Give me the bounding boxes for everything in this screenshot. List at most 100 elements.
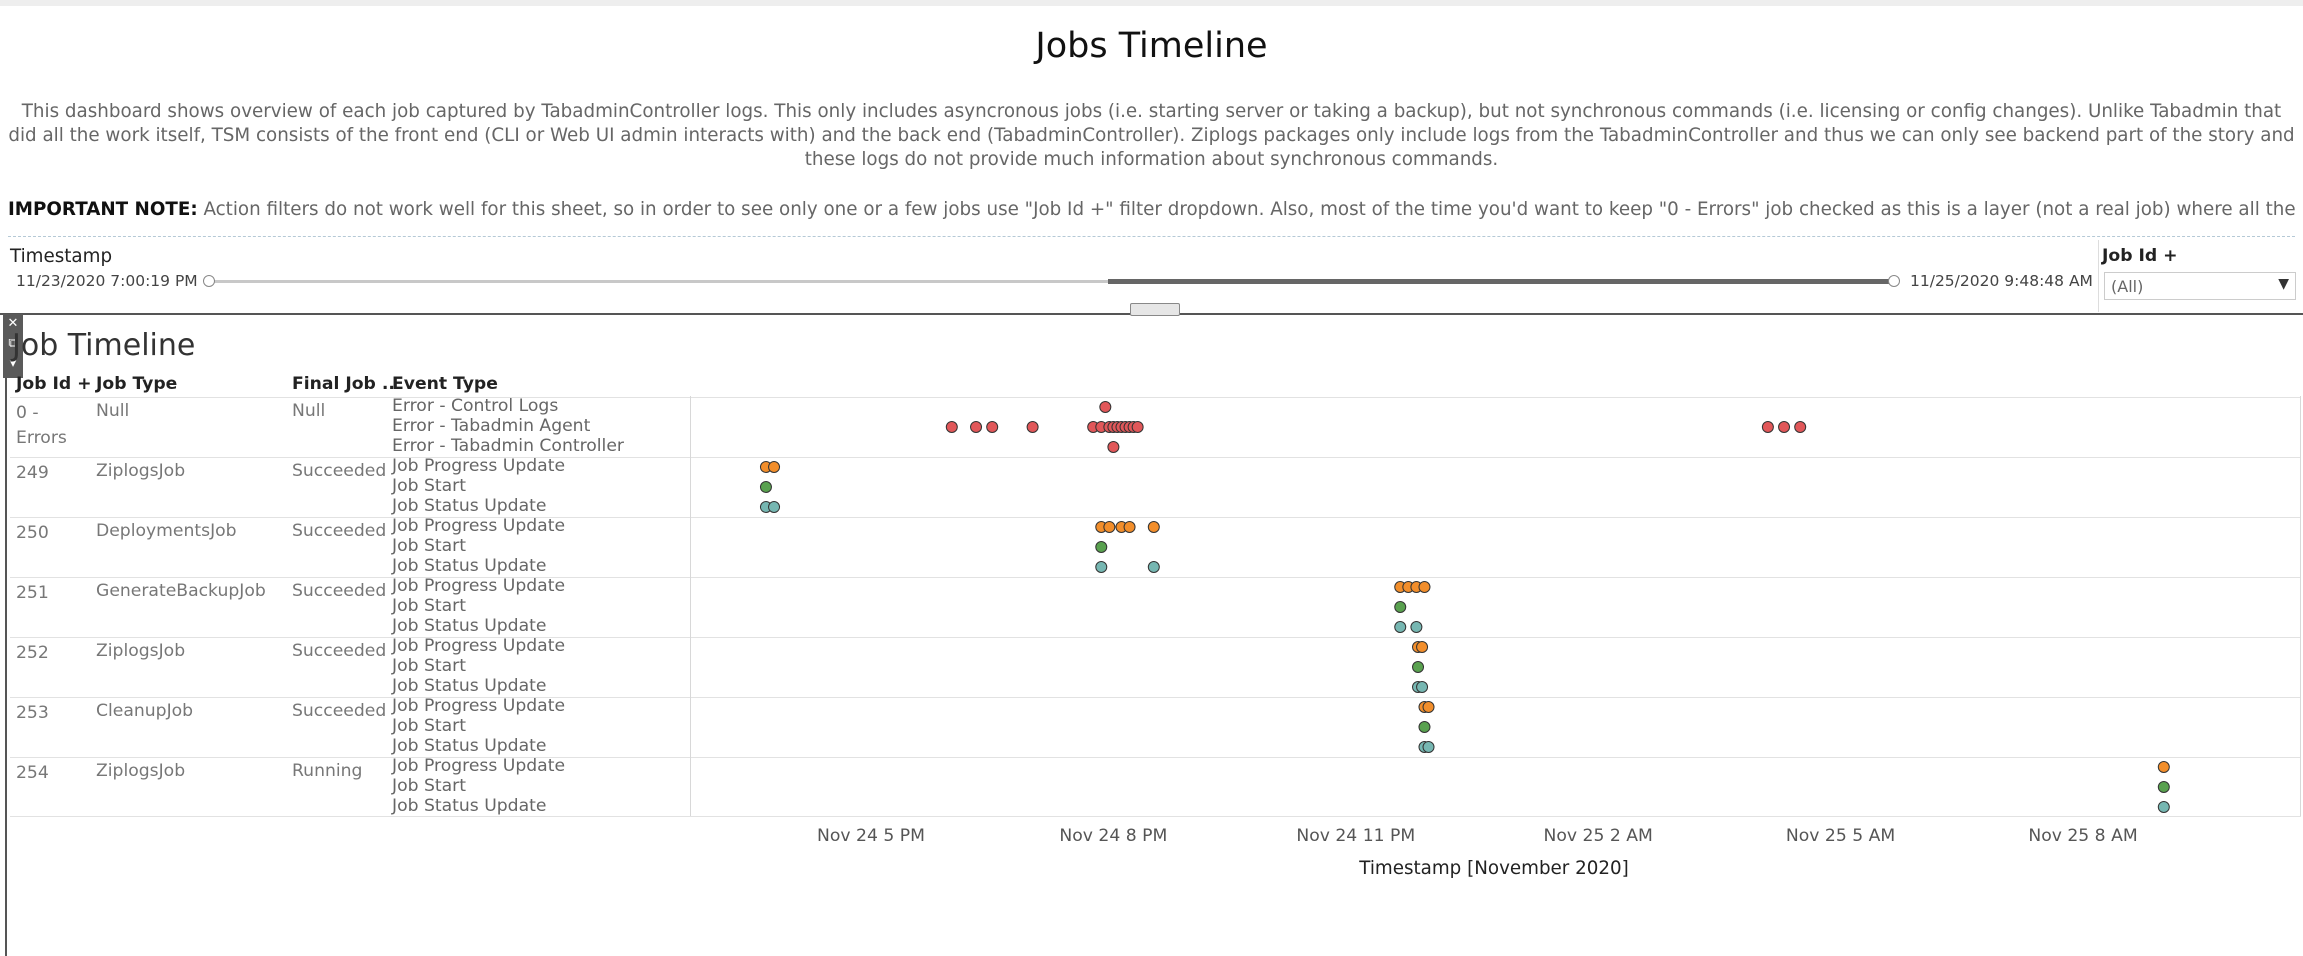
event-point[interactable] [1394,621,1407,633]
event-point[interactable] [970,421,983,433]
job-type-cell: CleanupJob [96,701,194,721]
row-divider [10,757,2300,758]
event-point[interactable] [1123,521,1136,533]
event-point[interactable] [1107,421,1120,433]
timestamp-slider-range[interactable] [1108,279,1893,284]
job-id-cell: 250 [16,523,49,543]
note-text: Action filters do not work well for this… [197,199,2295,220]
event-type-label: Job Start [392,596,466,616]
job-id-cell: 251 [16,583,49,603]
timestamp-slider-track[interactable] [209,280,1893,283]
job-type-cell: Null [96,401,130,421]
event-point[interactable] [1087,421,1100,433]
event-point[interactable] [1418,581,1431,593]
job-id-cell: 249 [16,463,49,483]
job-id-cell: 252 [16,643,49,663]
header-final-status[interactable]: Final Job .. [292,374,395,394]
row-divider [10,697,2300,698]
event-type-label: Job Progress Update [392,516,566,536]
event-point[interactable] [1418,741,1431,753]
event-point[interactable] [1778,421,1791,433]
header-event-type[interactable]: Event Type [392,374,498,394]
event-point[interactable] [986,421,999,433]
jobid-dropdown[interactable]: (All) ▼ [2104,272,2296,300]
event-point[interactable] [1095,421,1108,433]
event-point[interactable] [1412,661,1425,673]
final-status-cell: Succeeded [292,521,387,541]
event-point[interactable] [759,461,772,473]
event-point[interactable] [1418,701,1431,713]
event-type-label: Error - Tabadmin Controller [392,436,624,456]
row-divider [10,637,2300,638]
popout-icon[interactable]: ⧉ [8,336,18,351]
event-point[interactable] [768,461,781,473]
event-point[interactable] [768,501,781,513]
plot-bottom-border [10,816,2301,817]
event-point[interactable] [1131,421,1144,433]
event-point[interactable] [1402,581,1415,593]
event-point[interactable] [1412,681,1425,693]
event-point[interactable] [1412,641,1425,653]
event-point[interactable] [2157,781,2170,793]
event-point[interactable] [1095,541,1108,553]
divider [8,236,2295,237]
row-divider [10,517,2300,518]
event-point[interactable] [1418,721,1431,733]
event-point[interactable] [1410,581,1423,593]
event-point[interactable] [1115,421,1128,433]
event-point[interactable] [1416,681,1429,693]
event-point[interactable] [1103,421,1116,433]
event-point[interactable] [1394,581,1407,593]
timestamp-slider-end-handle[interactable] [1888,275,1900,287]
event-point[interactable] [1103,521,1116,533]
menu-chevron-icon[interactable]: ▾ [9,356,17,371]
event-point[interactable] [759,501,772,513]
event-point[interactable] [1147,561,1160,573]
event-point[interactable] [1111,421,1124,433]
event-point[interactable] [2157,761,2170,773]
event-point[interactable] [759,481,772,493]
timestamp-end: 11/25/2020 9:48:48 AM [1910,272,2093,290]
timestamp-slider-start-handle[interactable] [203,275,215,287]
close-icon[interactable]: ✕ [7,316,19,331]
event-point[interactable] [1761,421,1774,433]
x-tick-label: Nov 24 5 PM [817,826,925,846]
resize-handle[interactable] [1130,303,1180,316]
event-point[interactable] [1095,521,1108,533]
event-type-label: Job Start [392,776,466,796]
event-point[interactable] [1107,441,1120,453]
event-type-label: Job Progress Update [392,636,566,656]
event-point[interactable] [1026,421,1039,433]
event-point[interactable] [1123,421,1136,433]
x-axis-label: Timestamp [November 2020] [1359,858,1629,879]
event-point[interactable] [1422,701,1435,713]
event-point[interactable] [1115,521,1128,533]
jobid-filter-label: Job Id + [2102,246,2178,266]
note-label: IMPORTANT NOTE: [8,199,198,220]
event-type-label: Job Progress Update [392,456,566,476]
event-point[interactable] [1099,401,1112,413]
event-point[interactable] [1416,641,1429,653]
event-point[interactable] [1095,561,1108,573]
event-type-label: Job Start [392,716,466,736]
event-point[interactable] [2157,801,2170,813]
event-point[interactable] [1394,601,1407,613]
important-note: IMPORTANT NOTE: Action filters do not wo… [8,199,2295,220]
event-type-label: Error - Control Logs [392,396,559,416]
event-point[interactable] [945,421,958,433]
event-type-label: Job Status Update [392,736,547,756]
sheet-title: Job Timeline [12,328,196,363]
chevron-down-icon[interactable]: ▼ [2278,276,2289,292]
event-point[interactable] [1127,421,1140,433]
event-point[interactable] [1422,741,1435,753]
event-point[interactable] [1410,621,1423,633]
x-tick-label: Nov 25 5 AM [1785,826,1896,846]
event-point[interactable] [1147,521,1160,533]
event-point[interactable] [1794,421,1807,433]
sheet-left-border [5,313,7,956]
header-job-type[interactable]: Job Type [96,374,178,394]
x-tick-label: Nov 25 8 AM [2028,826,2138,846]
header-job-id[interactable]: Job Id + [16,374,92,394]
event-point[interactable] [1119,421,1132,433]
job-type-cell: ZiplogsJob [96,641,186,661]
